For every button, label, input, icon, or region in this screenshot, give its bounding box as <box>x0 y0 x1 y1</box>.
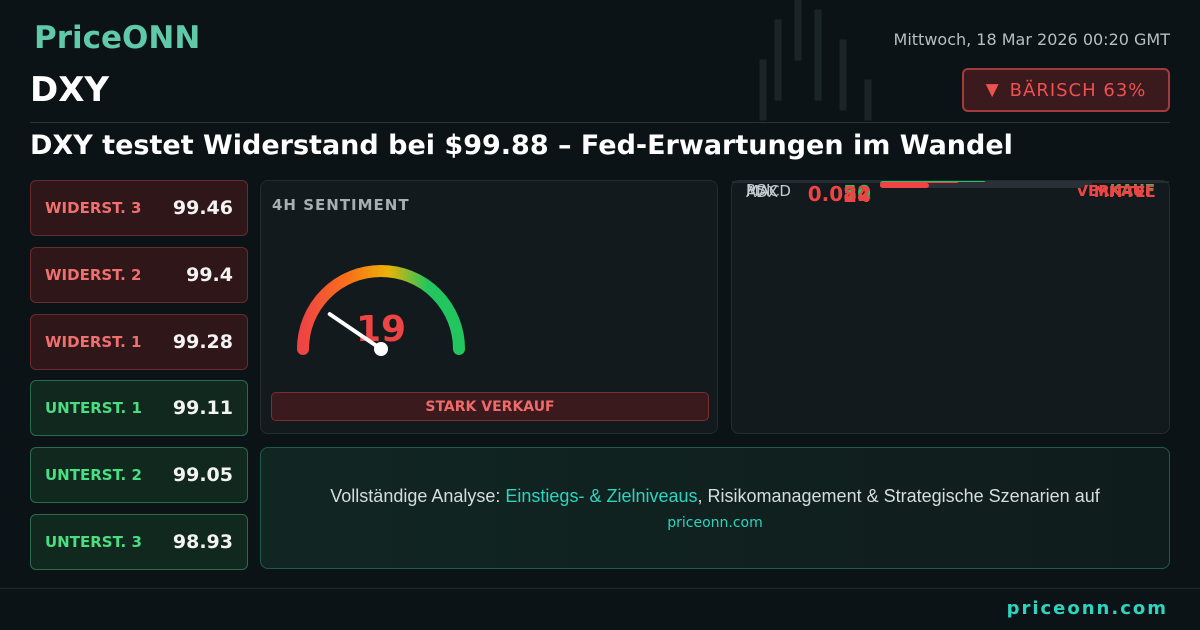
indicator-name: MACD <box>746 182 791 200</box>
indicator-fill <box>880 183 929 188</box>
indicator-signal: VERKAUF <box>1076 182 1155 200</box>
level-value: 99.05 <box>172 464 233 487</box>
indicator-name: RSI <box>746 181 771 199</box>
level-value: 99.28 <box>172 330 233 353</box>
gauge-needle <box>327 312 383 351</box>
level: UNTERST. 1 99.11 <box>30 380 248 437</box>
level: WIDERST. 3 99.46 <box>30 180 248 236</box>
indicator-name: ADX <box>746 183 779 201</box>
indicator-signal: MITTEL <box>1093 183 1155 201</box>
level: WIDERST. 1 99.28 <box>30 313 248 370</box>
indicator-bar <box>880 183 1084 188</box>
indicator-value: 24 <box>843 183 871 207</box>
level: UNTERST. 3 98.93 <box>30 514 248 570</box>
gauge-arc <box>297 265 465 355</box>
divider <box>30 122 1170 123</box>
level-label: UNTERST. 2 <box>45 466 142 485</box>
analysis-lead: Vollständige Analyse: <box>330 486 506 506</box>
down-arrow: ▼ <box>985 80 1000 100</box>
level: UNTERST. 2 99.05 <box>30 447 248 504</box>
level-value: 98.93 <box>172 531 233 553</box>
footer-link[interactable]: priceonn.com <box>1006 598 1168 619</box>
symbol: DXY <box>30 70 110 110</box>
indicator-signal: KAUF <box>1109 181 1155 199</box>
level-value: 99.4 <box>186 263 233 286</box>
gauge: 19 <box>297 265 465 356</box>
needle-hub <box>374 342 388 356</box>
sentiment-title: 4H SENTIMENT <box>272 196 410 214</box>
level-value: 99.46 <box>172 197 233 219</box>
headline: DXY testet Widerstand bei $99.88 – Fed-E… <box>30 130 1013 161</box>
level-value: 99.11 <box>172 397 233 420</box>
logo: PriceONN <box>34 20 201 56</box>
indicators-panel: RSI 50 KAUF MACD 0.082 VERKAUF ADX 24 MITTEL <box>731 180 1170 434</box>
indicator-value: 50 <box>843 181 871 205</box>
level-label: UNTERST. 1 <box>45 399 142 418</box>
footer-line <box>0 588 1200 589</box>
analysis-text: Vollständige Analyse: Einstiegs- & Zieln… <box>261 486 1169 507</box>
bias-badge: ▼ BÄRISCH 63% <box>962 68 1170 112</box>
bias: BÄRISCH 63% <box>1009 79 1147 101</box>
level-label: WIDERST. 2 <box>45 265 142 284</box>
date: Mittwoch, 18 Mar 2026 00:20 GMT <box>893 30 1170 49</box>
level-label: WIDERST. 3 <box>45 199 142 217</box>
indicator-value: 0.082 <box>807 182 871 206</box>
level-label: UNTERST. 3 <box>45 533 142 551</box>
analysis-box: Vollständige Analyse: Einstiegs- & Zieln… <box>260 447 1170 569</box>
level: WIDERST. 2 99.4 <box>30 246 248 303</box>
analysis-highlight: Einstiegs- & Zielniveaus <box>505 486 698 506</box>
indicator-row: ADX 24 MITTEL <box>732 182 1169 207</box>
analysis-rest: , Risikomanagement & Strategische Szenar… <box>697 486 1100 506</box>
sentiment-panel: 4H SENTIMENT 19 STARK VERKAUF <box>260 180 718 434</box>
level-label: WIDERST. 1 <box>45 332 142 351</box>
verdict: STARK VERKAUF <box>271 392 709 421</box>
analysis-link[interactable]: priceonn.com <box>667 515 763 531</box>
